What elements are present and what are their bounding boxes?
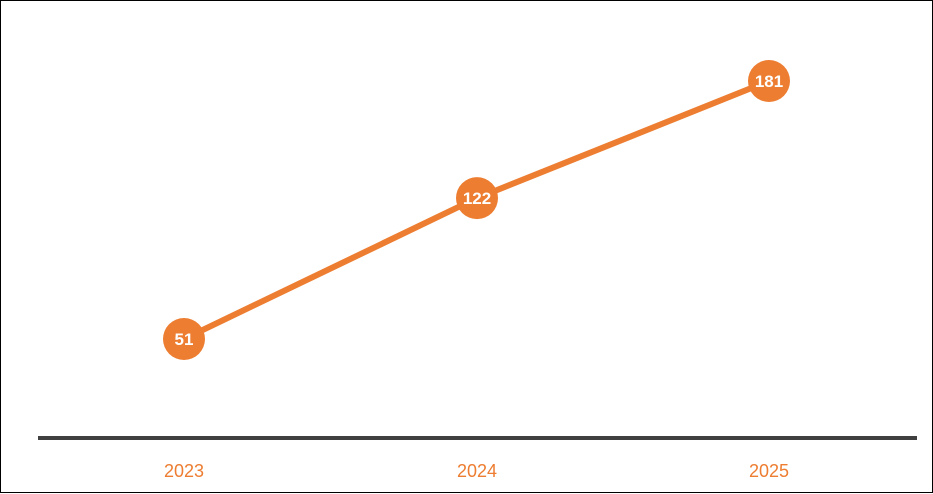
data-label-2023: 51 — [175, 330, 194, 349]
data-point-marker-2025 — [748, 60, 790, 102]
x-tick-label-2024: 2024 — [457, 461, 497, 481]
data-point-marker-2024 — [456, 177, 498, 220]
x-tick-label-2023: 2023 — [164, 461, 204, 481]
data-point-marker-2023 — [163, 318, 205, 360]
data-label-2025: 181 — [755, 72, 783, 91]
x-tick-label-2025: 2025 — [749, 461, 789, 481]
data-label-2024: 122 — [463, 189, 491, 208]
